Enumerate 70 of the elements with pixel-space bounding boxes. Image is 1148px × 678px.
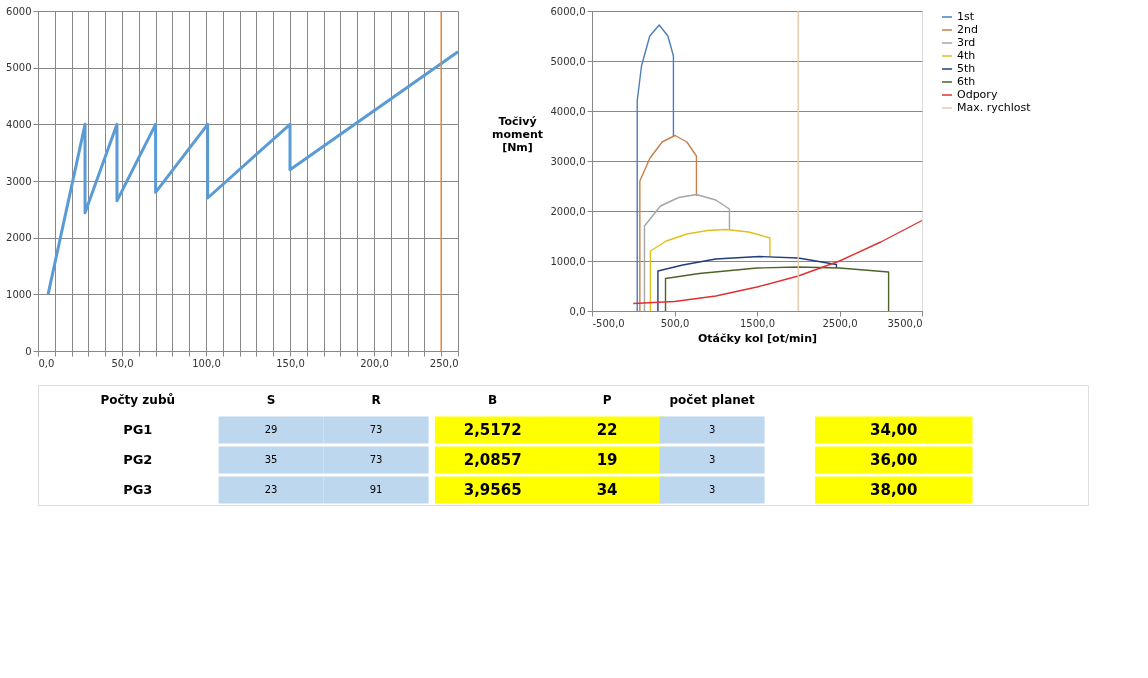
text: 2,0857 (463, 451, 522, 469)
y-tick-label: 0,0 (569, 305, 586, 317)
y-tick-label: 4000 (6, 118, 32, 130)
legend-label: Max. rychlost (957, 101, 1032, 114)
line-series (632, 219, 923, 305)
legend-label: 4th (957, 49, 976, 62)
text: R (371, 393, 381, 407)
legend-label: 3rd (957, 36, 976, 49)
text: 29 (264, 424, 278, 435)
text: 73 (369, 454, 383, 465)
y-tick-label: 2000,0 (550, 205, 586, 217)
x-tick-label: -500,0 (592, 317, 625, 329)
legend-label: 1st (957, 10, 975, 23)
text: 22 (596, 421, 618, 439)
text: 3,9565 (463, 481, 522, 499)
line-series (636, 24, 675, 312)
y-tick-label: 5000 (6, 62, 32, 74)
text: PG1 (123, 422, 153, 437)
legend-label: 2nd (957, 23, 978, 36)
legend-label: 5th (957, 62, 976, 75)
x-tick-label: 100,0 (192, 357, 221, 369)
x-tick-label: 250,0 (429, 357, 459, 369)
text: počet planet (669, 393, 755, 407)
text: 2,5172 (463, 421, 522, 439)
x-tick-label: 2500,0 (822, 317, 858, 329)
line-series (46, 50, 460, 296)
y-tick-label: 2000 (6, 232, 32, 244)
text: 36,00 (870, 451, 918, 469)
text: 91 (369, 484, 383, 495)
text: 3 (708, 454, 716, 465)
y-tick-label: 4000,0 (550, 105, 586, 117)
y-tick-label: 0 (25, 345, 32, 357)
text: 35 (264, 454, 278, 465)
line-series (657, 255, 838, 312)
y-tick-label: 1000 (6, 288, 32, 300)
text: PG2 (123, 452, 153, 467)
text: 23 (264, 484, 278, 495)
y-tick-label: 1000,0 (550, 255, 586, 267)
text: Počty zubů (100, 393, 176, 407)
y-axis-title: Točivý moment [Nm] (491, 114, 544, 154)
text: 34,00 (870, 421, 918, 439)
x-tick-label: 200,0 (360, 357, 389, 369)
text: 3 (708, 484, 716, 495)
legend-label: 6th (957, 75, 976, 88)
line-series (639, 134, 698, 312)
text: 3 (708, 424, 716, 435)
line-series (664, 266, 890, 312)
text: P (602, 393, 612, 407)
x-tick-label: 50,0 (111, 357, 134, 369)
text: B (488, 393, 498, 407)
x-tick-label: 500,0 (660, 317, 690, 329)
text: 19 (596, 451, 618, 469)
legend-label: Odpory (957, 88, 998, 101)
y-tick-label: 6000,0 (550, 5, 586, 17)
y-tick-label: 5000,0 (550, 55, 586, 67)
x-axis-title: Otáčky kol [ot/min] (698, 331, 817, 345)
text: 34 (596, 481, 618, 499)
text: PG3 (123, 482, 153, 497)
x-tick-label: 1500,0 (740, 317, 775, 329)
text: 38,00 (870, 481, 918, 499)
y-tick-label: 3000,0 (550, 155, 586, 167)
line-series (649, 228, 771, 312)
text: 73 (369, 424, 383, 435)
y-tick-label: 3000 (6, 175, 32, 187)
x-tick-label: 150,0 (276, 357, 305, 369)
line-series (643, 193, 731, 312)
text: S (266, 393, 276, 407)
x-tick-label: 3500,0 (887, 317, 923, 329)
x-tick-label: 0,0 (38, 357, 55, 369)
y-tick-label: 6000 (6, 5, 32, 17)
